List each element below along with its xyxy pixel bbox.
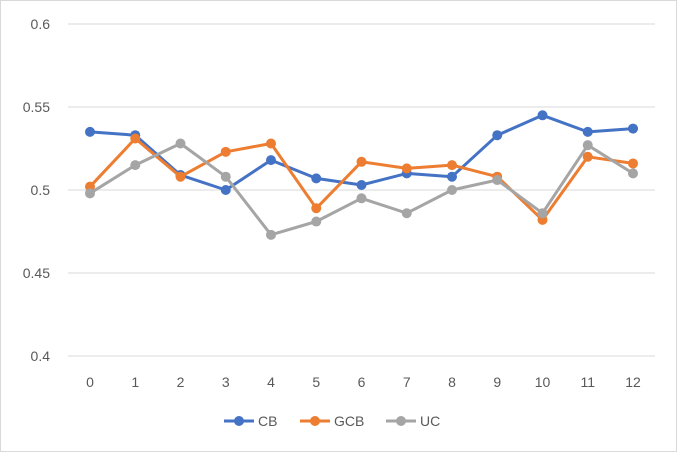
legend-item-gcb: GCB — [300, 413, 364, 429]
series-uc — [85, 138, 638, 240]
data-point-cb — [628, 123, 638, 134]
data-point-gcb — [628, 158, 638, 169]
data-point-uc — [401, 208, 412, 219]
x-tick-label: 3 — [222, 374, 230, 390]
data-point-gcb — [220, 146, 231, 157]
data-point-gcb — [130, 133, 141, 144]
x-tick-label: 9 — [493, 374, 501, 390]
legend-marker-uc — [396, 416, 406, 426]
data-point-cb — [85, 126, 95, 137]
data-point-cb — [311, 173, 322, 184]
x-tick-label: 6 — [358, 374, 366, 390]
legend: CB GCB UC — [224, 413, 440, 429]
legend-label-gcb: GCB — [334, 413, 364, 429]
data-point-uc — [356, 193, 367, 204]
data-point-cb — [220, 185, 231, 195]
data-point-uc — [266, 229, 276, 240]
series-gcb — [85, 133, 638, 225]
data-point-uc — [311, 216, 322, 227]
data-point-cb — [537, 110, 548, 121]
legend-marker-gcb — [310, 416, 320, 426]
x-tick-label: 7 — [403, 374, 411, 390]
x-tick-label: 1 — [131, 374, 139, 390]
gridlines — [68, 23, 655, 357]
legend-label-cb: CB — [258, 413, 277, 429]
x-tick-label: 0 — [86, 374, 94, 390]
y-tick-label: 0.6 — [31, 16, 51, 32]
series-cb — [85, 110, 638, 195]
data-point-uc — [447, 185, 457, 195]
data-point-gcb — [175, 171, 186, 182]
x-tick-label: 12 — [625, 374, 641, 390]
series-lines — [85, 110, 638, 240]
data-point-uc — [582, 140, 593, 151]
data-point-gcb — [356, 156, 367, 167]
x-tick-label: 10 — [535, 374, 551, 390]
x-tick-label: 8 — [448, 374, 456, 390]
data-point-cb — [447, 171, 457, 182]
y-tick-label: 0.55 — [23, 99, 50, 115]
data-point-cb — [266, 155, 276, 166]
data-point-uc — [492, 175, 503, 186]
legend-marker-cb — [234, 416, 244, 426]
legend-label-uc: UC — [420, 413, 440, 429]
data-point-cb — [582, 126, 593, 137]
data-point-uc — [130, 160, 141, 171]
y-tick-label: 0.4 — [31, 348, 51, 364]
data-point-uc — [628, 168, 638, 179]
data-point-gcb — [401, 163, 412, 174]
y-tick-label: 0.5 — [31, 182, 51, 198]
data-point-gcb — [266, 138, 276, 149]
x-tick-label: 4 — [267, 374, 275, 390]
legend-item-uc: UC — [386, 413, 440, 429]
x-tick-label: 11 — [580, 374, 595, 390]
data-point-uc — [85, 188, 95, 199]
series-line-gcb — [88, 137, 635, 222]
y-tick-label: 0.45 — [23, 265, 50, 281]
data-point-uc — [220, 171, 231, 182]
data-point-cb — [492, 130, 503, 141]
y-axis-ticks: 0.4 0.45 0.5 0.55 0.6 — [23, 16, 50, 364]
data-point-cb — [356, 180, 367, 191]
legend-item-cb: CB — [224, 413, 277, 429]
series-line-cb — [88, 113, 635, 192]
data-point-gcb — [447, 160, 457, 171]
data-point-uc — [175, 138, 186, 149]
data-point-gcb — [582, 151, 593, 162]
x-tick-label: 2 — [177, 374, 185, 390]
x-tick-label: 5 — [312, 374, 320, 390]
data-point-uc — [537, 208, 548, 219]
data-point-gcb — [311, 203, 322, 214]
x-axis-ticks: 0 1 2 3 4 5 6 7 8 9 10 11 12 — [86, 374, 641, 390]
